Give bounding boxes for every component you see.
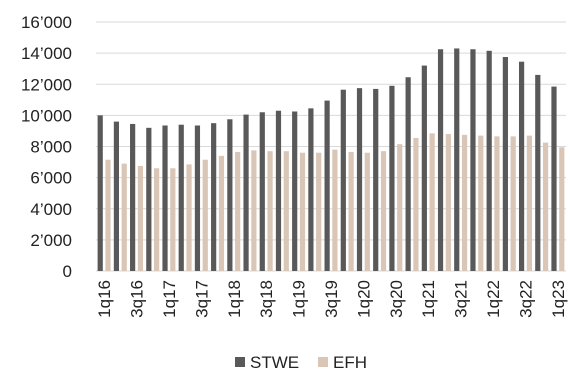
x-tick-label: 1q20	[354, 280, 373, 318]
bar-efh-1q23	[559, 147, 565, 271]
bar-efh-4q20	[413, 137, 419, 271]
x-tick-label: 3q20	[387, 280, 406, 318]
bar-stwe-3q18	[259, 112, 265, 271]
y-tick-label: 16’000	[21, 13, 72, 32]
bar-efh-1q20	[364, 152, 370, 271]
bar-stwe-2q18	[243, 114, 249, 271]
bar-efh-2q21	[445, 134, 451, 271]
bar-stwe-4q20	[405, 77, 411, 271]
bar-stwe-2q17	[178, 124, 184, 272]
x-tick-label: 3q16	[128, 280, 147, 318]
x-tick-label: 3q18	[257, 280, 276, 318]
bar-efh-4q21	[478, 135, 484, 271]
bar-stwe-3q19	[324, 100, 330, 271]
bar-efh-1q18	[235, 151, 241, 271]
bar-stwe-3q17	[194, 125, 201, 271]
bar-efh-4q17	[218, 155, 225, 271]
x-tick-label: 3q22	[516, 280, 535, 318]
y-tick-label: 10’000	[21, 106, 72, 125]
bar-efh-1q22	[494, 136, 500, 271]
legend: STWE EFH	[235, 353, 367, 372]
bar-efh-3q20	[397, 144, 403, 271]
bar-stwe-2q22	[502, 57, 508, 271]
bar-efh-1q17	[170, 168, 176, 271]
y-tick-label: 2’000	[30, 231, 72, 250]
y-tick-label: 12’000	[21, 75, 72, 94]
bar-efh-4q22	[542, 142, 549, 271]
bar-stwe-4q17	[211, 123, 217, 271]
bar-efh-1q19	[299, 152, 306, 271]
bar-stwe-3q22	[518, 61, 525, 272]
bar-efh-3q18	[267, 151, 273, 271]
bar-efh-2q19	[316, 152, 322, 271]
bar-efh-4q16	[154, 168, 160, 271]
bar-efh-1q21	[429, 133, 435, 271]
bar-stwe-3q21	[454, 48, 460, 271]
bar-stwe-3q20	[389, 85, 395, 272]
x-tick-label: 1q18	[225, 280, 244, 318]
bar-stwe-2q19	[308, 108, 314, 271]
x-tick-label: 1q17	[160, 280, 179, 318]
bar-stwe-2q20	[373, 88, 379, 271]
x-tick-label: 1q19	[290, 280, 309, 318]
bar-efh-1q16	[105, 159, 111, 271]
legend-label-stwe: STWE	[250, 353, 299, 372]
bar-efh-2q20	[380, 151, 387, 271]
bar-efh-3q21	[461, 134, 468, 271]
y-tick-label: 8’000	[30, 138, 72, 157]
bar-stwe-2q21	[437, 49, 444, 271]
bar-efh-2q16	[121, 163, 127, 271]
legend-swatch-stwe	[235, 357, 245, 367]
bar-efh-3q22	[526, 135, 532, 271]
y-tick-label: 0	[63, 262, 72, 281]
y-tick-label: 14’000	[21, 44, 72, 63]
x-tick-label: 3q17	[192, 280, 211, 318]
x-tick-label: 3q21	[452, 280, 471, 318]
x-tick-label: 1q21	[419, 280, 438, 318]
x-tick-label: 1q16	[95, 280, 114, 318]
x-tick-label: 1q22	[484, 280, 503, 318]
bar-stwe-4q22	[535, 74, 541, 271]
bar-stwe-4q19	[340, 89, 346, 272]
x-tick-label: 3q19	[322, 280, 341, 318]
bar-stwe-3q16	[130, 123, 136, 271]
x-axis-ticks: 1q16 3q16 1q17 3q17 1q18 3q18 1q19 3q19 1q20 3q20…	[95, 280, 568, 318]
bar-stwe-4q18	[275, 110, 282, 271]
y-tick-label: 6’000	[30, 169, 72, 188]
bar-efh-3q17	[202, 159, 208, 271]
bar-stwe-1q18	[227, 119, 233, 271]
legend-swatch-efh	[318, 357, 328, 367]
bar-stwe-1q20	[356, 88, 363, 271]
bar-efh-2q22	[510, 136, 516, 271]
bar-stwe-4q16	[146, 127, 152, 271]
x-tick-label: 1q23	[549, 280, 568, 318]
bar-efh-4q18	[283, 151, 289, 271]
bar-stwe-1q22	[486, 50, 492, 272]
legend-label-efh: EFH	[333, 353, 367, 372]
bar-efh-4q19	[348, 151, 354, 271]
y-tick-label: 4’000	[30, 200, 72, 219]
bar-efh-3q19	[332, 149, 338, 271]
bar-stwe-1q19	[292, 111, 298, 271]
bar-efh-3q16	[137, 165, 144, 271]
bar-stwe-1q23	[551, 86, 557, 271]
bar-efh-2q17	[186, 164, 192, 271]
bars	[97, 48, 565, 272]
bar-stwe-4q21	[470, 49, 476, 271]
bar-stwe-1q21	[421, 65, 427, 271]
y-axis-ticks: 0 2’000 4’000 6’000 8’000 10’000 12’000 14’000 1…	[21, 13, 72, 281]
bar-stwe-2q16	[113, 121, 120, 271]
bar-stwe-1q16	[97, 115, 103, 271]
bar-efh-2q18	[251, 150, 257, 271]
bar-stwe-1q17	[162, 125, 168, 271]
